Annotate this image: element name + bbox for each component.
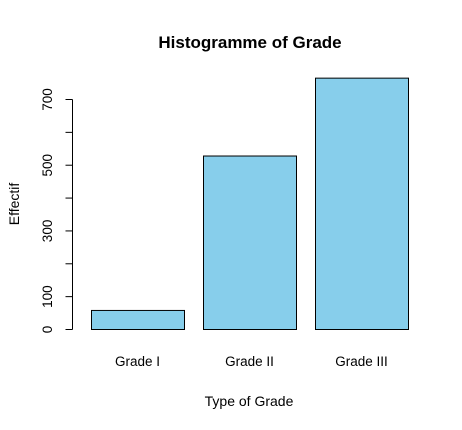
y-tick-label-0: 0 — [40, 326, 55, 334]
y-tick-label-100: 100 — [40, 285, 55, 308]
chart-title: Histogramme of Grade — [158, 33, 341, 52]
bar-grade-i — [91, 309, 185, 331]
x-tick-label-grade-iii: Grade III — [335, 354, 388, 369]
x-axis-label: Type of Grade — [205, 393, 294, 409]
x-tick-label-grade-ii: Grade II — [225, 354, 274, 369]
y-axis-label: Effectif — [6, 183, 22, 226]
bar-grade-ii — [203, 155, 297, 330]
y-tick-label-300: 300 — [40, 220, 55, 243]
x-tick-labels: Grade I Grade II Grade III — [115, 354, 388, 369]
y-tick-label-700: 700 — [40, 88, 55, 111]
bars-group — [91, 77, 409, 331]
x-tick-label-grade-i: Grade I — [115, 354, 160, 369]
bar-grade-iii — [315, 77, 409, 331]
y-axis: 0 100 300 500 700 — [40, 88, 73, 333]
y-tick-label-500: 500 — [40, 154, 55, 177]
